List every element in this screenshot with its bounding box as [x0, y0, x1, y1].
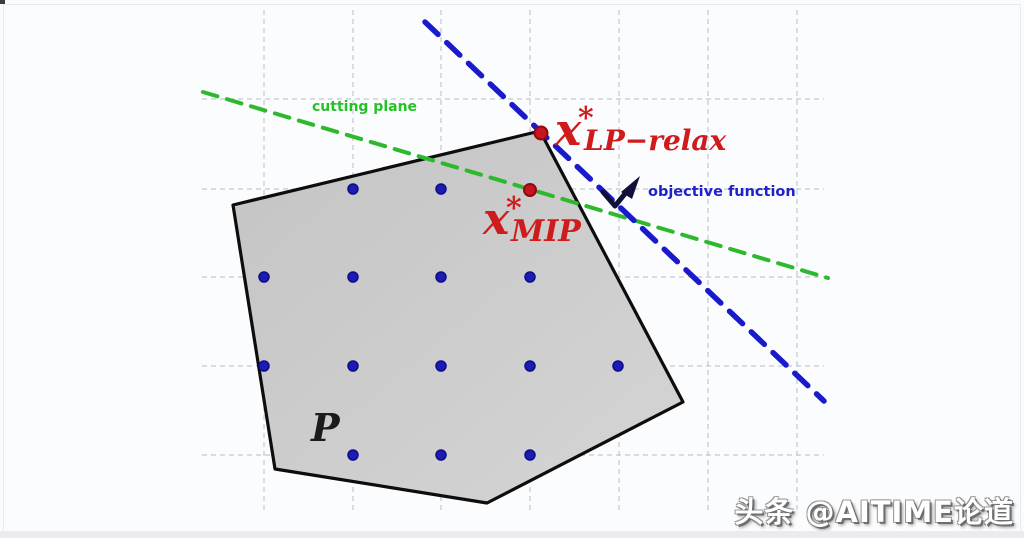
watermark: 头条 @AITIME论道 [734, 495, 1014, 529]
bottom-strip [0, 531, 1024, 538]
mip-optimum-point [523, 183, 537, 197]
lattice-point [612, 360, 624, 372]
objective-function-label: objective function [648, 184, 796, 200]
integer-lattice-points [258, 183, 624, 461]
checkmark-stroke [600, 187, 631, 209]
mip-label-star: * [506, 191, 522, 226]
mip-label: x * MIP [482, 191, 582, 249]
feasible-polytope [231, 129, 685, 505]
mip-label-x: x [482, 194, 510, 245]
lattice-point [347, 449, 359, 461]
checkmark-nib [621, 176, 640, 199]
objective-function-line [422, 19, 827, 404]
lp-relax-label: x * LP−relax [554, 101, 727, 157]
lattice-point [435, 183, 447, 195]
lattice-point [524, 271, 536, 283]
lattice-point [347, 360, 359, 372]
lattice-point [347, 271, 359, 283]
lattice-point [258, 360, 270, 372]
cutting-plane-line [201, 90, 830, 280]
lattice-point [435, 449, 447, 461]
lp-relax-label-star: * [578, 101, 594, 136]
lattice-point [435, 360, 447, 372]
polytope-label: P [310, 405, 341, 450]
mip-label-sub: MIP [510, 214, 582, 249]
lattice-point [258, 271, 270, 283]
lp-relax-label-sub: LP−relax [583, 124, 727, 157]
lp-relax-optimum-point [533, 125, 549, 141]
corner-artifact [0, 0, 5, 4]
checkmark-icon [600, 176, 640, 209]
lattice-point [347, 183, 359, 195]
cutting-plane-label: cutting plane [312, 99, 417, 115]
lattice-point [524, 449, 536, 461]
lp-relax-label-x: x [554, 105, 582, 156]
lattice-point [435, 271, 447, 283]
lattice-point [524, 360, 536, 372]
